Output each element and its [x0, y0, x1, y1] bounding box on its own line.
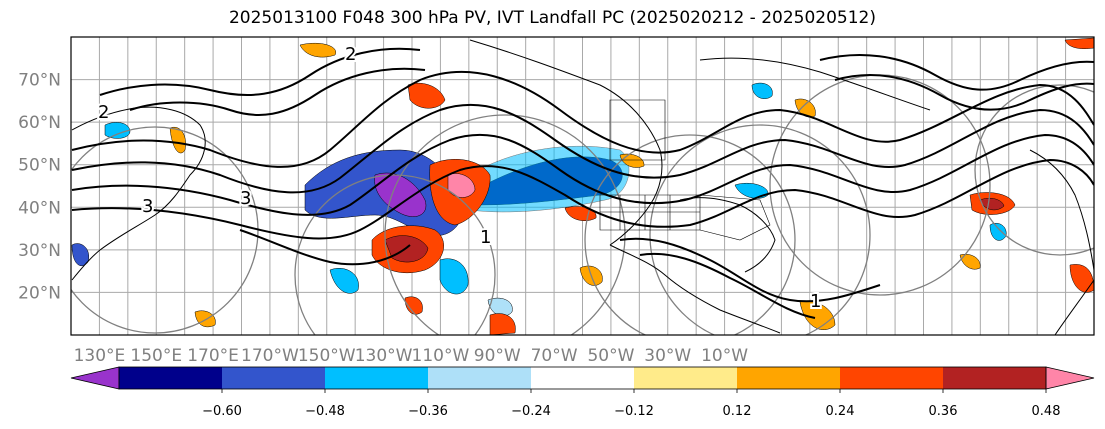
lon-label: 70°W — [531, 346, 578, 366]
positive-anomaly-region — [564, 206, 597, 221]
positive-anomaly-peak — [447, 173, 476, 198]
colorbar-extend-high — [1045, 366, 1095, 390]
positive-anomaly-region — [407, 82, 446, 109]
colorbar-swatch — [943, 367, 1046, 389]
contour-label: 2 — [345, 44, 356, 65]
colorbar-swatch — [119, 367, 222, 389]
contour-line — [99, 47, 421, 96]
lat-label: 50°N — [18, 156, 61, 176]
lat-label: 40°N — [18, 198, 61, 218]
colorbar: −0.60 −0.48 −0.36 −0.24 −0.12 0.12 0.24 0.36 0.4… — [70, 366, 1095, 419]
negative-anomaly-core — [374, 172, 427, 217]
colorbar-swatch — [634, 367, 737, 389]
positive-anomaly-region — [169, 126, 186, 154]
lon-label: 110°W — [412, 346, 470, 366]
map-frame — [70, 36, 1095, 336]
contour-line — [239, 229, 411, 266]
colorbar-tick-label: 0.24 — [826, 404, 855, 419]
colorbar-swatch — [428, 367, 531, 389]
colorbar-swatch — [531, 367, 634, 389]
lat-label: 20°N — [18, 283, 61, 303]
lon-label: 150°W — [298, 346, 356, 366]
lon-label: 130°E — [74, 346, 126, 366]
colorbar-tick-label: −0.12 — [614, 404, 654, 419]
lon-label: 150°E — [130, 346, 182, 366]
colorbar-tick-label: −0.48 — [305, 404, 345, 419]
lon-label: 90°W — [474, 346, 521, 366]
contour-line — [71, 158, 1094, 240]
positive-anomaly-region — [1064, 37, 1094, 49]
negative-anomaly-small — [439, 258, 469, 295]
positive-anomaly-region — [959, 254, 981, 270]
colorbar-tick-label: −0.24 — [511, 404, 551, 419]
negative-anomaly-small — [329, 268, 359, 294]
colorbar-tick-label: 0.36 — [929, 404, 958, 419]
lon-label: 30°W — [644, 346, 691, 366]
lon-label: 50°W — [587, 346, 634, 366]
contour-label: 1 — [810, 291, 821, 312]
contour-line — [639, 252, 816, 319]
lon-label: 130°W — [355, 346, 413, 366]
pv-contours — [71, 47, 1094, 319]
colorbar-outline — [118, 366, 1047, 390]
contour-line — [71, 71, 1094, 168]
negative-anomaly-small — [734, 182, 769, 199]
contour-line — [819, 54, 1094, 91]
coastlines — [71, 39, 1094, 335]
positive-anomaly-region — [299, 42, 337, 58]
colorbar-swatch — [222, 367, 325, 389]
positive-anomaly-region — [404, 296, 423, 315]
map-panel: 2 2 3 3 1 1 — [70, 36, 1095, 336]
contour-line — [71, 103, 1094, 194]
contour-line — [71, 133, 1094, 216]
contour-line — [619, 237, 881, 303]
contour-label: 2 — [98, 102, 109, 123]
contour-label: 3 — [240, 188, 251, 209]
lon-label: 170°W — [241, 346, 299, 366]
contour-line — [834, 74, 1094, 111]
latitude-axis: 70°N 60°N 50°N 40°N 30°N 20°N — [18, 71, 61, 304]
lat-label: 60°N — [18, 113, 61, 133]
lon-label: 10°W — [701, 346, 748, 366]
negative-anomaly-small — [751, 82, 773, 99]
lat-label: 30°N — [18, 241, 61, 261]
pv-anomaly-shading — [71, 37, 1094, 335]
colorbar-tick-label: −0.36 — [408, 404, 448, 419]
longitude-axis: 130°E 150°E 170°E 170°W 150°W 130°W 110°W 90°W 7… — [74, 346, 749, 366]
contour-label: 3 — [142, 196, 153, 217]
colorbar-tick-label: 0.48 — [1032, 404, 1061, 419]
contour-line — [129, 67, 426, 116]
lon-label: 170°E — [187, 346, 239, 366]
positive-anomaly-region — [1069, 264, 1094, 293]
contour-labels: 2 2 3 3 1 1 — [96, 42, 823, 314]
positive-anomaly-region — [794, 98, 816, 118]
colorbar-tick-label: −0.60 — [202, 404, 242, 419]
positive-anomaly-region — [489, 313, 516, 335]
lat-label: 70°N — [18, 71, 61, 91]
colorbar-swatch — [737, 367, 840, 389]
colorbar-swatch — [325, 367, 428, 389]
colorbar-extend-low — [70, 366, 120, 390]
gray-circles — [71, 74, 1094, 335]
contour-label: 1 — [480, 227, 491, 248]
map-title: 2025013100 F048 300 hPa PV, IVT Landfall… — [228, 8, 876, 28]
negative-anomaly-small — [487, 297, 513, 317]
colorbar-tick-label: 0.12 — [723, 404, 752, 419]
colorbar-swatch — [840, 367, 943, 389]
negative-anomaly-west — [104, 122, 131, 139]
